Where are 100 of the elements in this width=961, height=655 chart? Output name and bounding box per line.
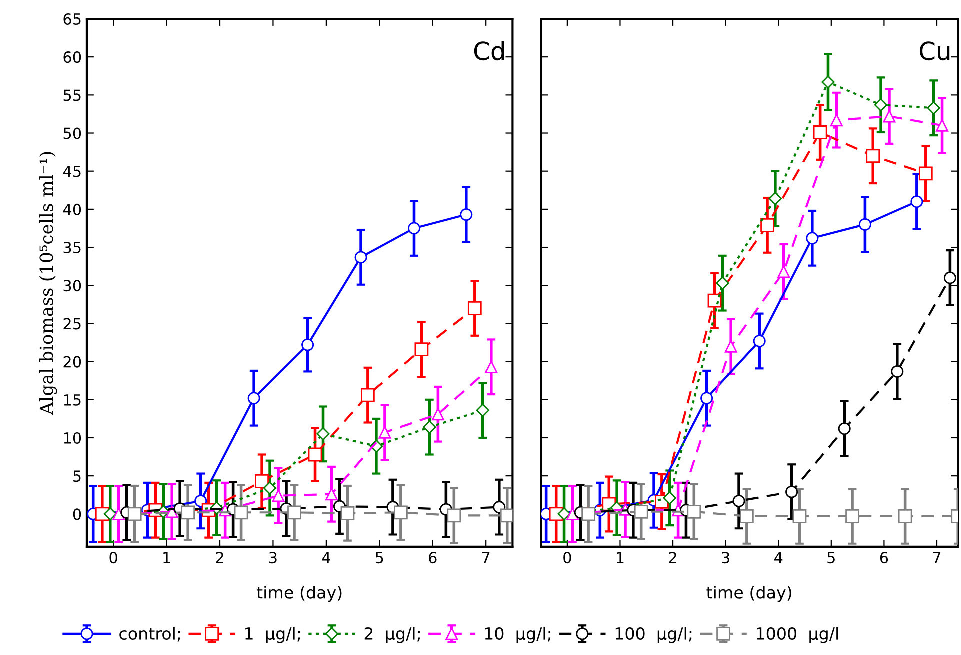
- point: [558, 508, 571, 521]
- legend-label: control;: [120, 627, 180, 642]
- point: [760, 218, 774, 232]
- y-tick-label: 55: [64, 90, 81, 102]
- point: [181, 506, 196, 520]
- legend-label: 2 µg/l;: [364, 627, 420, 644]
- point: [634, 504, 648, 519]
- point: [910, 196, 924, 208]
- point: [846, 510, 860, 524]
- point: [582, 507, 596, 522]
- point: [806, 232, 819, 245]
- point: [326, 488, 338, 501]
- point: [234, 506, 248, 520]
- point: [778, 266, 790, 278]
- point: [858, 218, 872, 231]
- x-tick-label: 6: [429, 552, 437, 564]
- point: [104, 508, 117, 521]
- point: [724, 340, 738, 353]
- x-tick-label: 3: [722, 552, 730, 564]
- point: [740, 510, 754, 524]
- y-axis-title: Algal biomass (10⁵cells ml⁻¹): [39, 152, 58, 416]
- point: [786, 486, 798, 498]
- point: [792, 510, 807, 524]
- y-tick-label: 45: [63, 166, 81, 178]
- point: [866, 149, 880, 164]
- legend-label: 1000 µg/l: [757, 627, 838, 644]
- point: [414, 342, 429, 357]
- point: [308, 448, 322, 462]
- y-tick-label: 60: [64, 52, 82, 64]
- point: [476, 404, 490, 418]
- point: [944, 272, 956, 284]
- point: [263, 482, 277, 495]
- x-tick-label: 0: [564, 552, 572, 564]
- point: [822, 76, 835, 89]
- y-tick-label: 0: [73, 508, 82, 520]
- x-tick-label: 2: [216, 552, 224, 564]
- x-tick-label: 1: [617, 552, 624, 564]
- point: [340, 506, 355, 520]
- point: [248, 392, 260, 405]
- point: [753, 334, 766, 348]
- point: [194, 494, 208, 508]
- point: [316, 428, 330, 441]
- point: [927, 102, 940, 115]
- point: [687, 504, 702, 519]
- annotation: Cu: [920, 42, 950, 61]
- point: [128, 507, 142, 522]
- y-tick-label: 20: [64, 356, 82, 368]
- x-tick-label: 7: [933, 552, 941, 564]
- point: [468, 302, 482, 316]
- point: [891, 365, 904, 378]
- point: [112, 508, 126, 520]
- point: [838, 422, 851, 436]
- point: [460, 208, 473, 222]
- point: [447, 508, 462, 523]
- y-tick-label: 65: [64, 13, 81, 26]
- y-tick-label: 15: [64, 394, 81, 406]
- point: [302, 338, 314, 352]
- point: [485, 360, 498, 374]
- x-tick-label: 7: [482, 552, 490, 564]
- point: [272, 490, 285, 502]
- point: [255, 474, 269, 488]
- point: [354, 251, 368, 264]
- x-tick-label: 2: [669, 552, 676, 564]
- point: [830, 114, 843, 127]
- point: [663, 492, 676, 505]
- legend-label: 100 µg/l;: [616, 627, 692, 644]
- point: [288, 506, 302, 520]
- y-tick-label: 35: [64, 242, 81, 254]
- x-tick-label: 1: [164, 552, 170, 564]
- x-tick-label: 4: [774, 552, 783, 564]
- point: [408, 222, 420, 235]
- point: [918, 166, 933, 181]
- x-tick-label: 6: [880, 552, 888, 564]
- y-tick-label: 10: [64, 432, 82, 444]
- point: [378, 426, 392, 439]
- point: [700, 392, 714, 405]
- x-tick-label: 4: [322, 552, 330, 564]
- x-axis-title: time (day): [256, 586, 342, 602]
- point: [716, 276, 730, 290]
- y-tick-label: 30: [64, 280, 82, 292]
- point: [732, 494, 746, 508]
- point: [500, 508, 513, 523]
- y-tick-label: 40: [63, 204, 82, 216]
- point: [394, 506, 408, 520]
- point: [813, 126, 828, 140]
- x-axis-title: time (day): [706, 586, 792, 602]
- x-tick-label: 5: [828, 552, 835, 564]
- point: [874, 98, 888, 112]
- legend-label: 10 µg/l;: [485, 627, 550, 644]
- y-tick-label: 25: [64, 318, 81, 330]
- point: [423, 420, 436, 434]
- point: [432, 408, 444, 421]
- point: [883, 110, 896, 123]
- annotation: Cd: [474, 41, 504, 61]
- point: [898, 510, 912, 524]
- y-tick-label: 5: [74, 470, 81, 482]
- point: [361, 388, 375, 402]
- x-tick-label: 5: [376, 552, 384, 564]
- legend-label: 1 µg/l;: [246, 627, 300, 644]
- point: [768, 192, 782, 206]
